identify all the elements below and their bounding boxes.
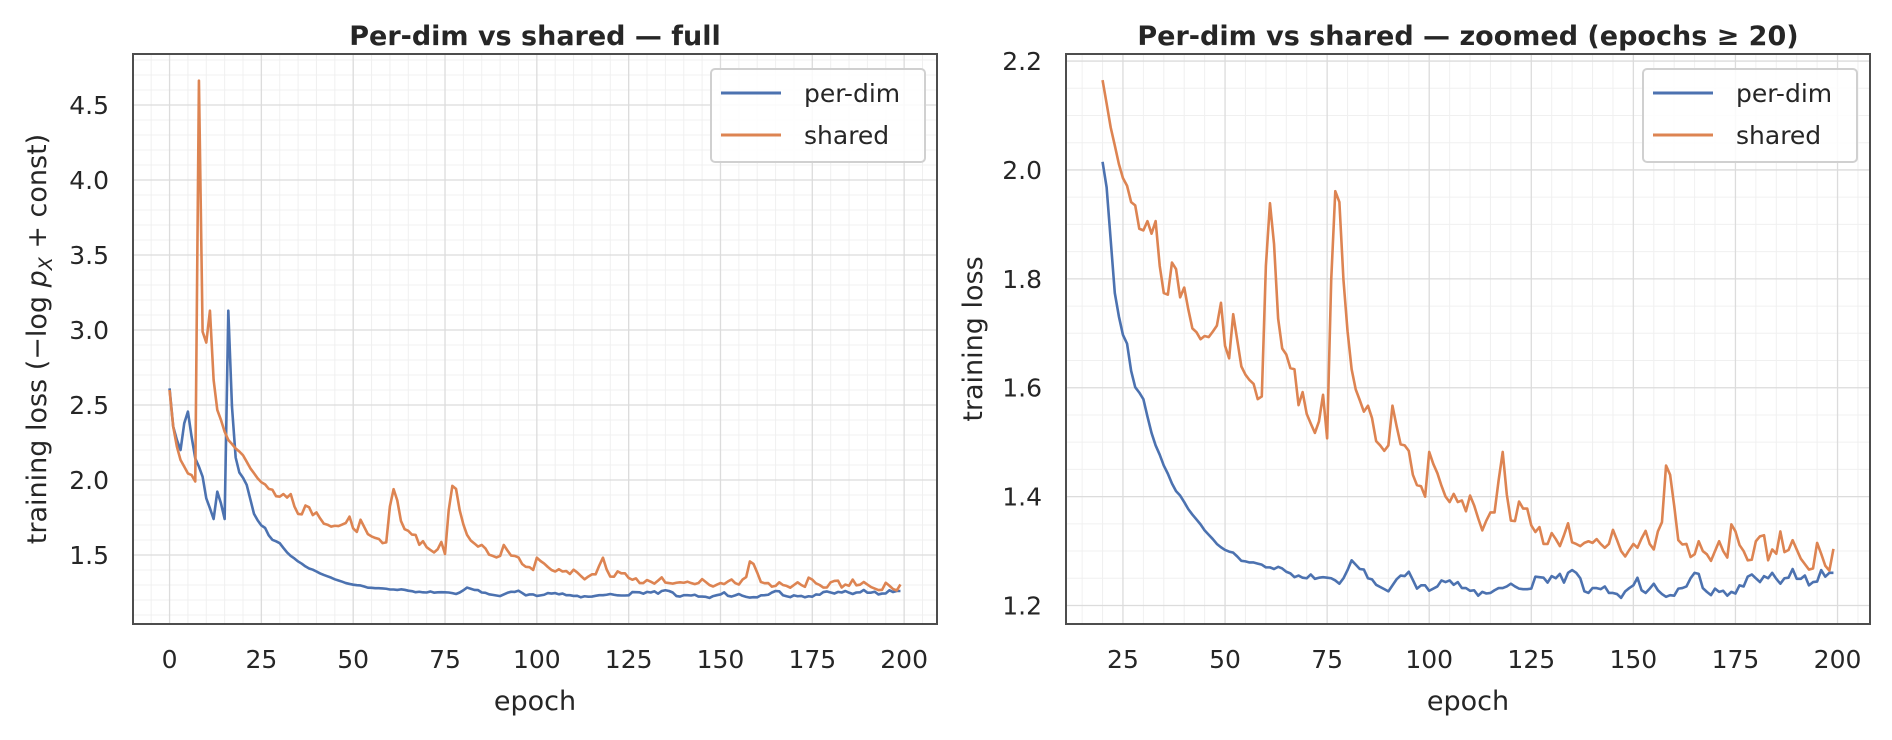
- x-tick-label: 175: [1712, 645, 1760, 674]
- x-tick-label: 25: [1107, 645, 1139, 674]
- x-axis-label: epoch: [1427, 686, 1509, 717]
- x-tick-label: 200: [880, 645, 928, 674]
- y-tick-label: 4.0: [69, 166, 109, 195]
- chart-title: Per-dim vs shared — full: [349, 21, 721, 52]
- x-tick-label: 100: [1405, 645, 1453, 674]
- zoomed-loss-chart: 25 50 75 100 125 150 175 2001.21.41.61.82.02.2 …: [958, 21, 1871, 717]
- tick-labels: 25 50 75 100 125 150 175 200 1.2 1.4 1.6 1.8 2.0 2.2: [1002, 47, 1861, 674]
- x-tick-label: 150: [697, 645, 745, 674]
- y-axis-label-sub: X: [35, 256, 57, 271]
- y-tick-label: 2.0: [1002, 156, 1042, 185]
- legend-label-shared: shared: [1736, 121, 1821, 150]
- grid: [1066, 54, 1870, 624]
- tick-labels: 0 25 50 75 100 125 150 175 200 1.5 2.0 2.5 3.0 3.5 4.0…: [69, 91, 928, 674]
- y-tick-label: 2.0: [69, 466, 109, 495]
- series-lines: [1101, 79, 1835, 600]
- y-axis-label-var: p: [22, 270, 53, 288]
- series-line-per-dim: [168, 309, 901, 600]
- x-tick-label: 200: [1814, 645, 1862, 674]
- x-tick-label: 75: [429, 645, 461, 674]
- x-tick-label: 50: [1209, 645, 1241, 674]
- legend-label-per-dim: per-dim: [804, 79, 900, 108]
- x-tick-label: 75: [1311, 645, 1343, 674]
- y-axis-label: training loss (−log pX + const): [22, 134, 57, 544]
- full-loss-chart: 0 25 50 75 100 125 150 175 200 1.5 2.0 2.5 3.0 3.5 4.0…: [22, 21, 938, 717]
- axes-frame: [1065, 53, 1871, 625]
- y-tick-label: 1.2: [1002, 591, 1042, 620]
- y-tick-label: 2.5: [69, 391, 109, 420]
- x-tick-label: 125: [605, 645, 653, 674]
- series-line-shared: [168, 79, 902, 592]
- y-axis-label: training loss: [958, 256, 989, 421]
- x-tick-label: 25: [245, 645, 277, 674]
- x-tick-label: 150: [1610, 645, 1658, 674]
- y-axis-label-prefix: training loss (−log: [22, 287, 53, 544]
- x-tick-label: 125: [1507, 645, 1555, 674]
- x-tick-label: 0: [162, 645, 178, 674]
- y-tick-label: 1.4: [1002, 483, 1042, 512]
- legend: per-dim shared: [710, 68, 926, 163]
- x-tick-label: 50: [337, 645, 369, 674]
- series-lines: [168, 79, 902, 600]
- y-tick-label: 2.2: [1002, 47, 1042, 76]
- x-tick-label: 100: [513, 645, 561, 674]
- y-tick-label: 3.5: [69, 241, 109, 270]
- series-line-per-dim: [1101, 161, 1834, 600]
- y-tick-label: 1.8: [1002, 265, 1042, 294]
- chart-title: Per-dim vs shared — zoomed (epochs ≥ 20): [1137, 21, 1798, 52]
- x-tick-label: 175: [788, 645, 836, 674]
- y-tick-label: 4.5: [69, 91, 109, 120]
- series-line-shared: [1101, 79, 1835, 572]
- legend-label-shared: shared: [804, 121, 889, 150]
- legend-label-per-dim: per-dim: [1736, 79, 1832, 108]
- x-axis-label: epoch: [494, 686, 576, 717]
- legend: per-dim shared: [1642, 68, 1858, 163]
- axes-frame: [132, 53, 938, 625]
- y-tick-label: 1.6: [1002, 374, 1042, 403]
- y-axis-label-suffix: + const): [22, 134, 53, 257]
- y-tick-label: 1.5: [69, 541, 109, 570]
- y-tick-label: 3.0: [69, 316, 109, 345]
